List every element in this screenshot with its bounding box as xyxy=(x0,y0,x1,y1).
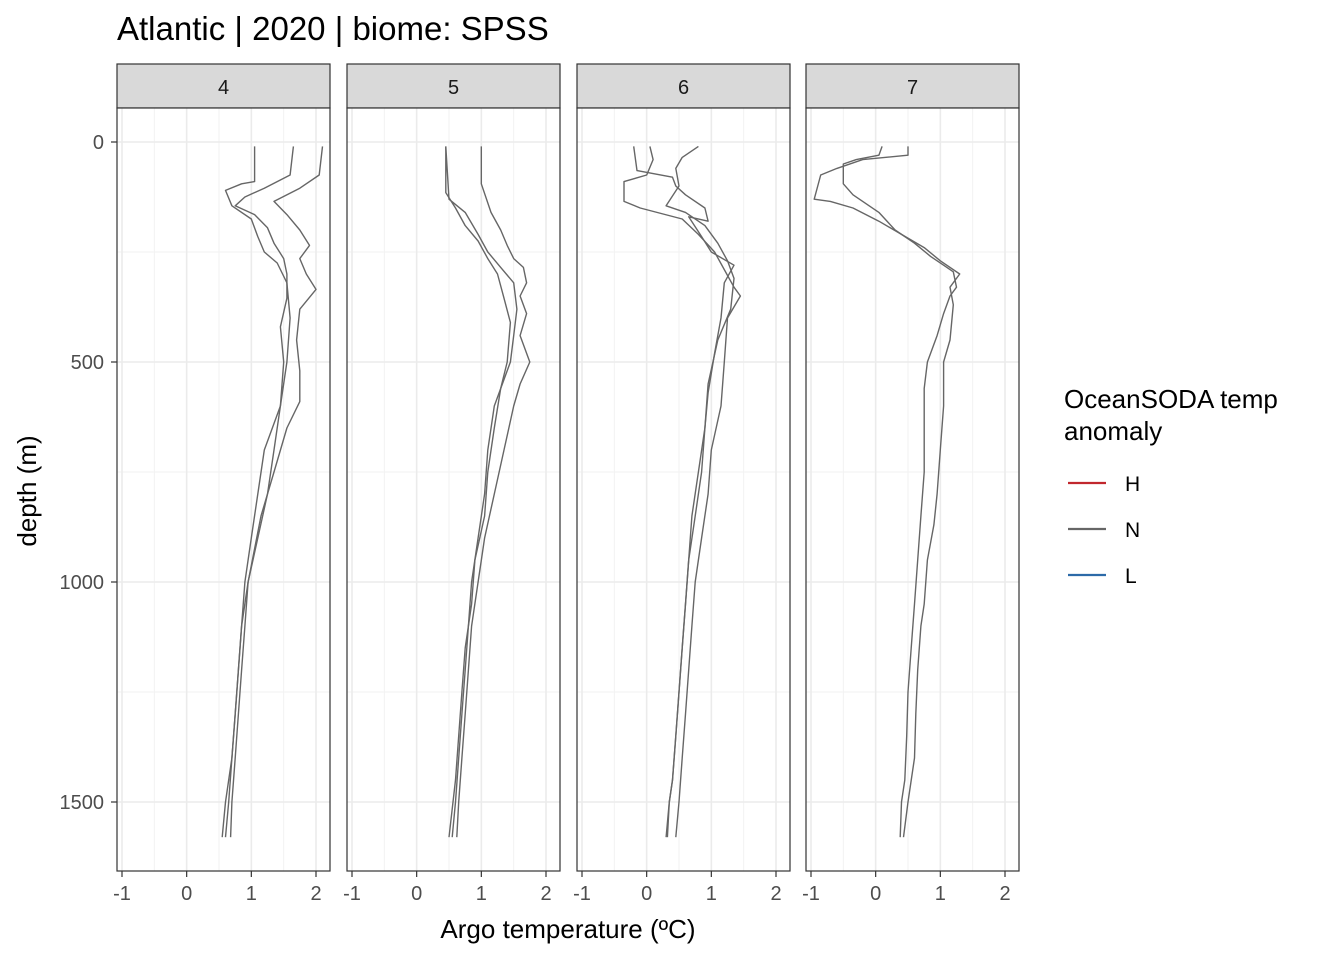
legend-title-line: OceanSODA temp xyxy=(1064,384,1278,414)
x-tick-label: 0 xyxy=(870,883,881,905)
series-line-N-2 xyxy=(224,146,295,838)
legend-label: H xyxy=(1125,473,1140,496)
facet-panel-6: 6 -1 0 1 2 xyxy=(573,63,791,905)
legend-label: N xyxy=(1125,519,1140,542)
panel-background xyxy=(806,108,1019,871)
x-tick-label: 1 xyxy=(246,883,257,905)
facet-strip-label: 7 xyxy=(907,77,918,99)
series-line-N-2 xyxy=(813,146,961,838)
panel-border xyxy=(116,107,331,872)
plot-title: Atlantic | 2020 | biome: SPSS xyxy=(117,10,549,47)
x-tick-label: 0 xyxy=(181,883,192,905)
y-tick-label: 0 xyxy=(93,132,104,154)
facet-panel-5: 5 -1 0 1 2 xyxy=(343,63,561,905)
y-tick-label: 1000 xyxy=(60,572,105,594)
legend-keys: HNL xyxy=(1068,473,1140,588)
x-tick-label: 2 xyxy=(310,883,321,905)
x-axis-title: Argo temperature (ºC) xyxy=(440,914,695,944)
facet-panel-7: 7 -1 0 1 2 xyxy=(802,63,1020,905)
panel-background xyxy=(347,108,560,871)
x-tick-label: -1 xyxy=(343,883,361,905)
series-line-N-3 xyxy=(633,146,735,838)
legend-title: OceanSODA temp anomaly xyxy=(1064,384,1278,446)
panel-border xyxy=(576,107,791,872)
x-tick-label: 1 xyxy=(476,883,487,905)
y-axis: 0 500 1000 1500 xyxy=(60,132,117,814)
series-line-N-3 xyxy=(229,146,324,838)
facet-strip-label: 6 xyxy=(678,77,689,99)
x-tick-label: 2 xyxy=(999,883,1010,905)
legend-label: L xyxy=(1125,565,1137,588)
legend-title-line: anomaly xyxy=(1064,416,1162,446)
x-tick-label: 1 xyxy=(935,883,946,905)
facet-strip xyxy=(346,63,561,109)
x-tick-label: 0 xyxy=(411,883,422,905)
series-line-N-3 xyxy=(456,146,531,838)
facet-strip-label: 5 xyxy=(448,77,459,99)
x-tick-label: 1 xyxy=(706,883,717,905)
panel-border xyxy=(346,107,561,872)
y-axis-title: depth (m) xyxy=(12,435,42,546)
panel-background xyxy=(117,108,330,871)
x-tick-label: 0 xyxy=(641,883,652,905)
legend-item-H: H xyxy=(1068,473,1140,496)
y-tick-label: 500 xyxy=(71,352,104,374)
x-tick-label: -1 xyxy=(802,883,820,905)
series-line-N-1 xyxy=(842,146,958,838)
facet-strip-label: 4 xyxy=(218,77,229,99)
facet-panel-4: 4 -1 0 1 2 xyxy=(113,63,331,905)
panel-border xyxy=(805,107,1020,872)
x-tick-label: 2 xyxy=(540,883,551,905)
series-line-N-2 xyxy=(623,146,742,838)
x-tick-label: -1 xyxy=(113,883,131,905)
legend-item-L: L xyxy=(1068,565,1137,588)
y-tick-label: 1500 xyxy=(60,792,105,814)
facet-strip xyxy=(576,63,791,109)
series-line-N-2 xyxy=(445,146,518,838)
panel-background xyxy=(577,108,790,871)
facet-strip xyxy=(116,63,331,109)
legend: OceanSODA temp anomaly HNL xyxy=(1064,384,1278,588)
x-tick-label: -1 xyxy=(573,883,591,905)
facet-panels: 4 -1 0 1 2 5 -1 0 1 2 6 -1 0 1 2 7 -1 0 1 2 xyxy=(113,63,1020,905)
x-tick-label: 2 xyxy=(770,883,781,905)
legend-item-N: N xyxy=(1068,519,1140,542)
